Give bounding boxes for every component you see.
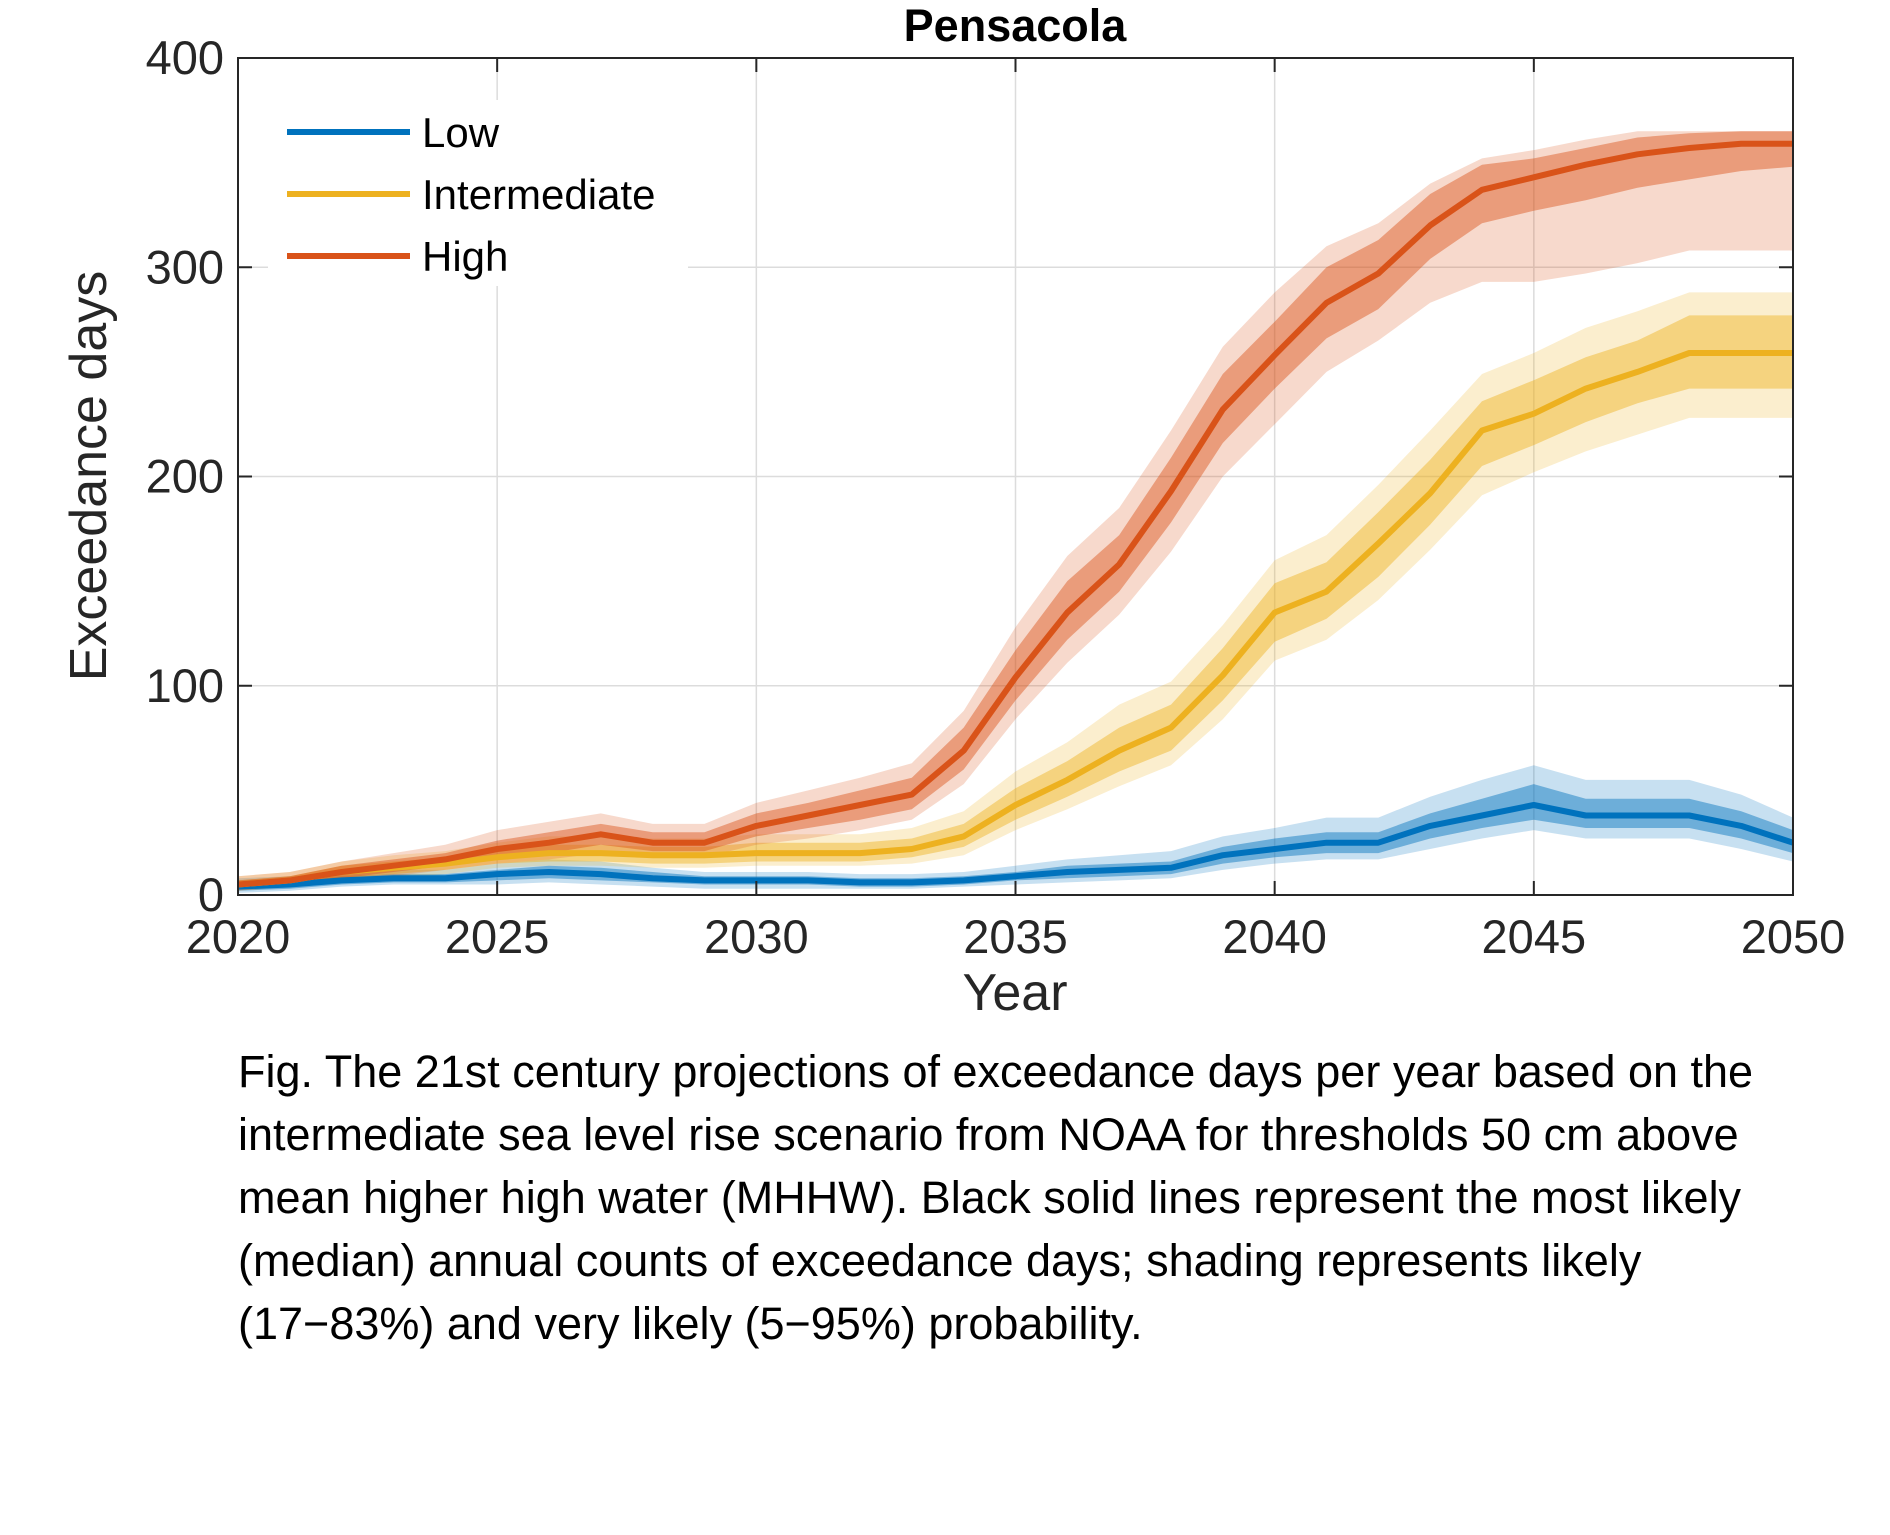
x-axis-label: Year [962, 964, 1067, 1022]
chart-title: Pensacola [904, 0, 1128, 51]
high-median-line [237, 140, 1793, 888]
x-tick-label: 2050 [1741, 910, 1846, 963]
legend: Low Intermediate High [268, 100, 688, 286]
y-tick-label: 100 [146, 659, 224, 712]
intermediate-very-likely-band [238, 292, 1793, 891]
plot-frame [237, 57, 1794, 896]
legend-label: Low [422, 109, 500, 156]
x-tick-label: 2040 [1222, 910, 1327, 963]
intermediate-median-line [237, 350, 1793, 888]
x-tick-label: 2035 [963, 910, 1068, 963]
low-median-line [237, 802, 1794, 890]
high-very-likely-band [238, 131, 1793, 891]
legend-label: High [422, 233, 508, 280]
y-tick-label: 300 [146, 240, 224, 293]
legend-label: Intermediate [422, 171, 655, 218]
x-tick-label: 2030 [704, 910, 809, 963]
x-tick-label: 2045 [1482, 910, 1587, 963]
median-lines [237, 140, 1794, 890]
x-tick-label: 2025 [445, 910, 550, 963]
y-tick-label: 0 [198, 868, 224, 921]
y-tick-label: 400 [146, 31, 224, 84]
y-tick-label: 200 [146, 450, 224, 503]
tick-labels: 2020 2025 2030 2035 2040 2045 2050 0 100 200 300 40… [146, 31, 1846, 963]
y-axis-label: Exceedance days [60, 271, 118, 682]
chart-figure: Pensacola 2020 2025 2030 2035 2040 2045 2050 0 1… [60, 0, 1846, 1022]
figure-caption: Fig. The 21st century projections of exc… [238, 1046, 1754, 1349]
x-tick-label: 2020 [186, 910, 291, 963]
